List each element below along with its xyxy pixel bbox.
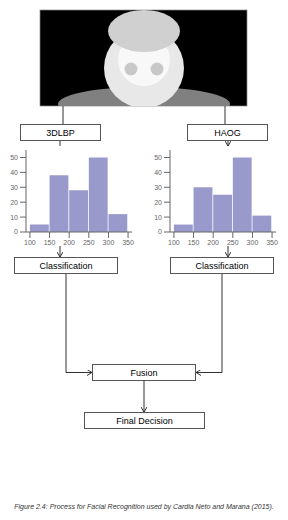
html-text:Fusion: Fusion	[130, 367, 158, 378]
svg-text:20: 20	[10, 199, 18, 206]
svg-text:350: 350	[266, 239, 278, 246]
svg-text:0: 0	[158, 228, 162, 235]
html-text:Classification: Classification	[195, 260, 249, 271]
svg-text:50: 50	[154, 154, 162, 161]
html-text:Figure 2.4: Process for Facial: Figure 2.4: Process for Facial Recogniti…	[14, 503, 274, 510]
svg-text:40: 40	[154, 169, 162, 176]
svg-text:150: 150	[188, 239, 200, 246]
svg-text:300: 300	[247, 239, 259, 246]
svg-text:30: 30	[10, 184, 18, 191]
svg-text:200: 200	[207, 239, 219, 246]
html-text:HAOG: HAOG	[214, 127, 241, 138]
html-text:Classification: Classification	[39, 260, 93, 271]
svg-text:20: 20	[154, 199, 162, 206]
svg-text:100: 100	[24, 239, 36, 246]
svg-text:300: 300	[103, 239, 115, 246]
svg-text:250: 250	[83, 239, 95, 246]
svg-text:10: 10	[154, 214, 162, 221]
html-text:3DLBP: 3DLBP	[46, 127, 75, 138]
svg-text:150: 150	[44, 239, 56, 246]
svg-text:350: 350	[122, 239, 134, 246]
svg-text:200: 200	[63, 239, 75, 246]
svg-text:250: 250	[227, 239, 239, 246]
svg-text:30: 30	[154, 184, 162, 191]
svg-text:0: 0	[14, 228, 18, 235]
svg-text:40: 40	[10, 169, 18, 176]
html-text:Final Decision: Final Decision	[116, 415, 173, 426]
svg-text:100: 100	[168, 239, 180, 246]
svg-text:50: 50	[10, 154, 18, 161]
svg-text:10: 10	[10, 214, 18, 221]
